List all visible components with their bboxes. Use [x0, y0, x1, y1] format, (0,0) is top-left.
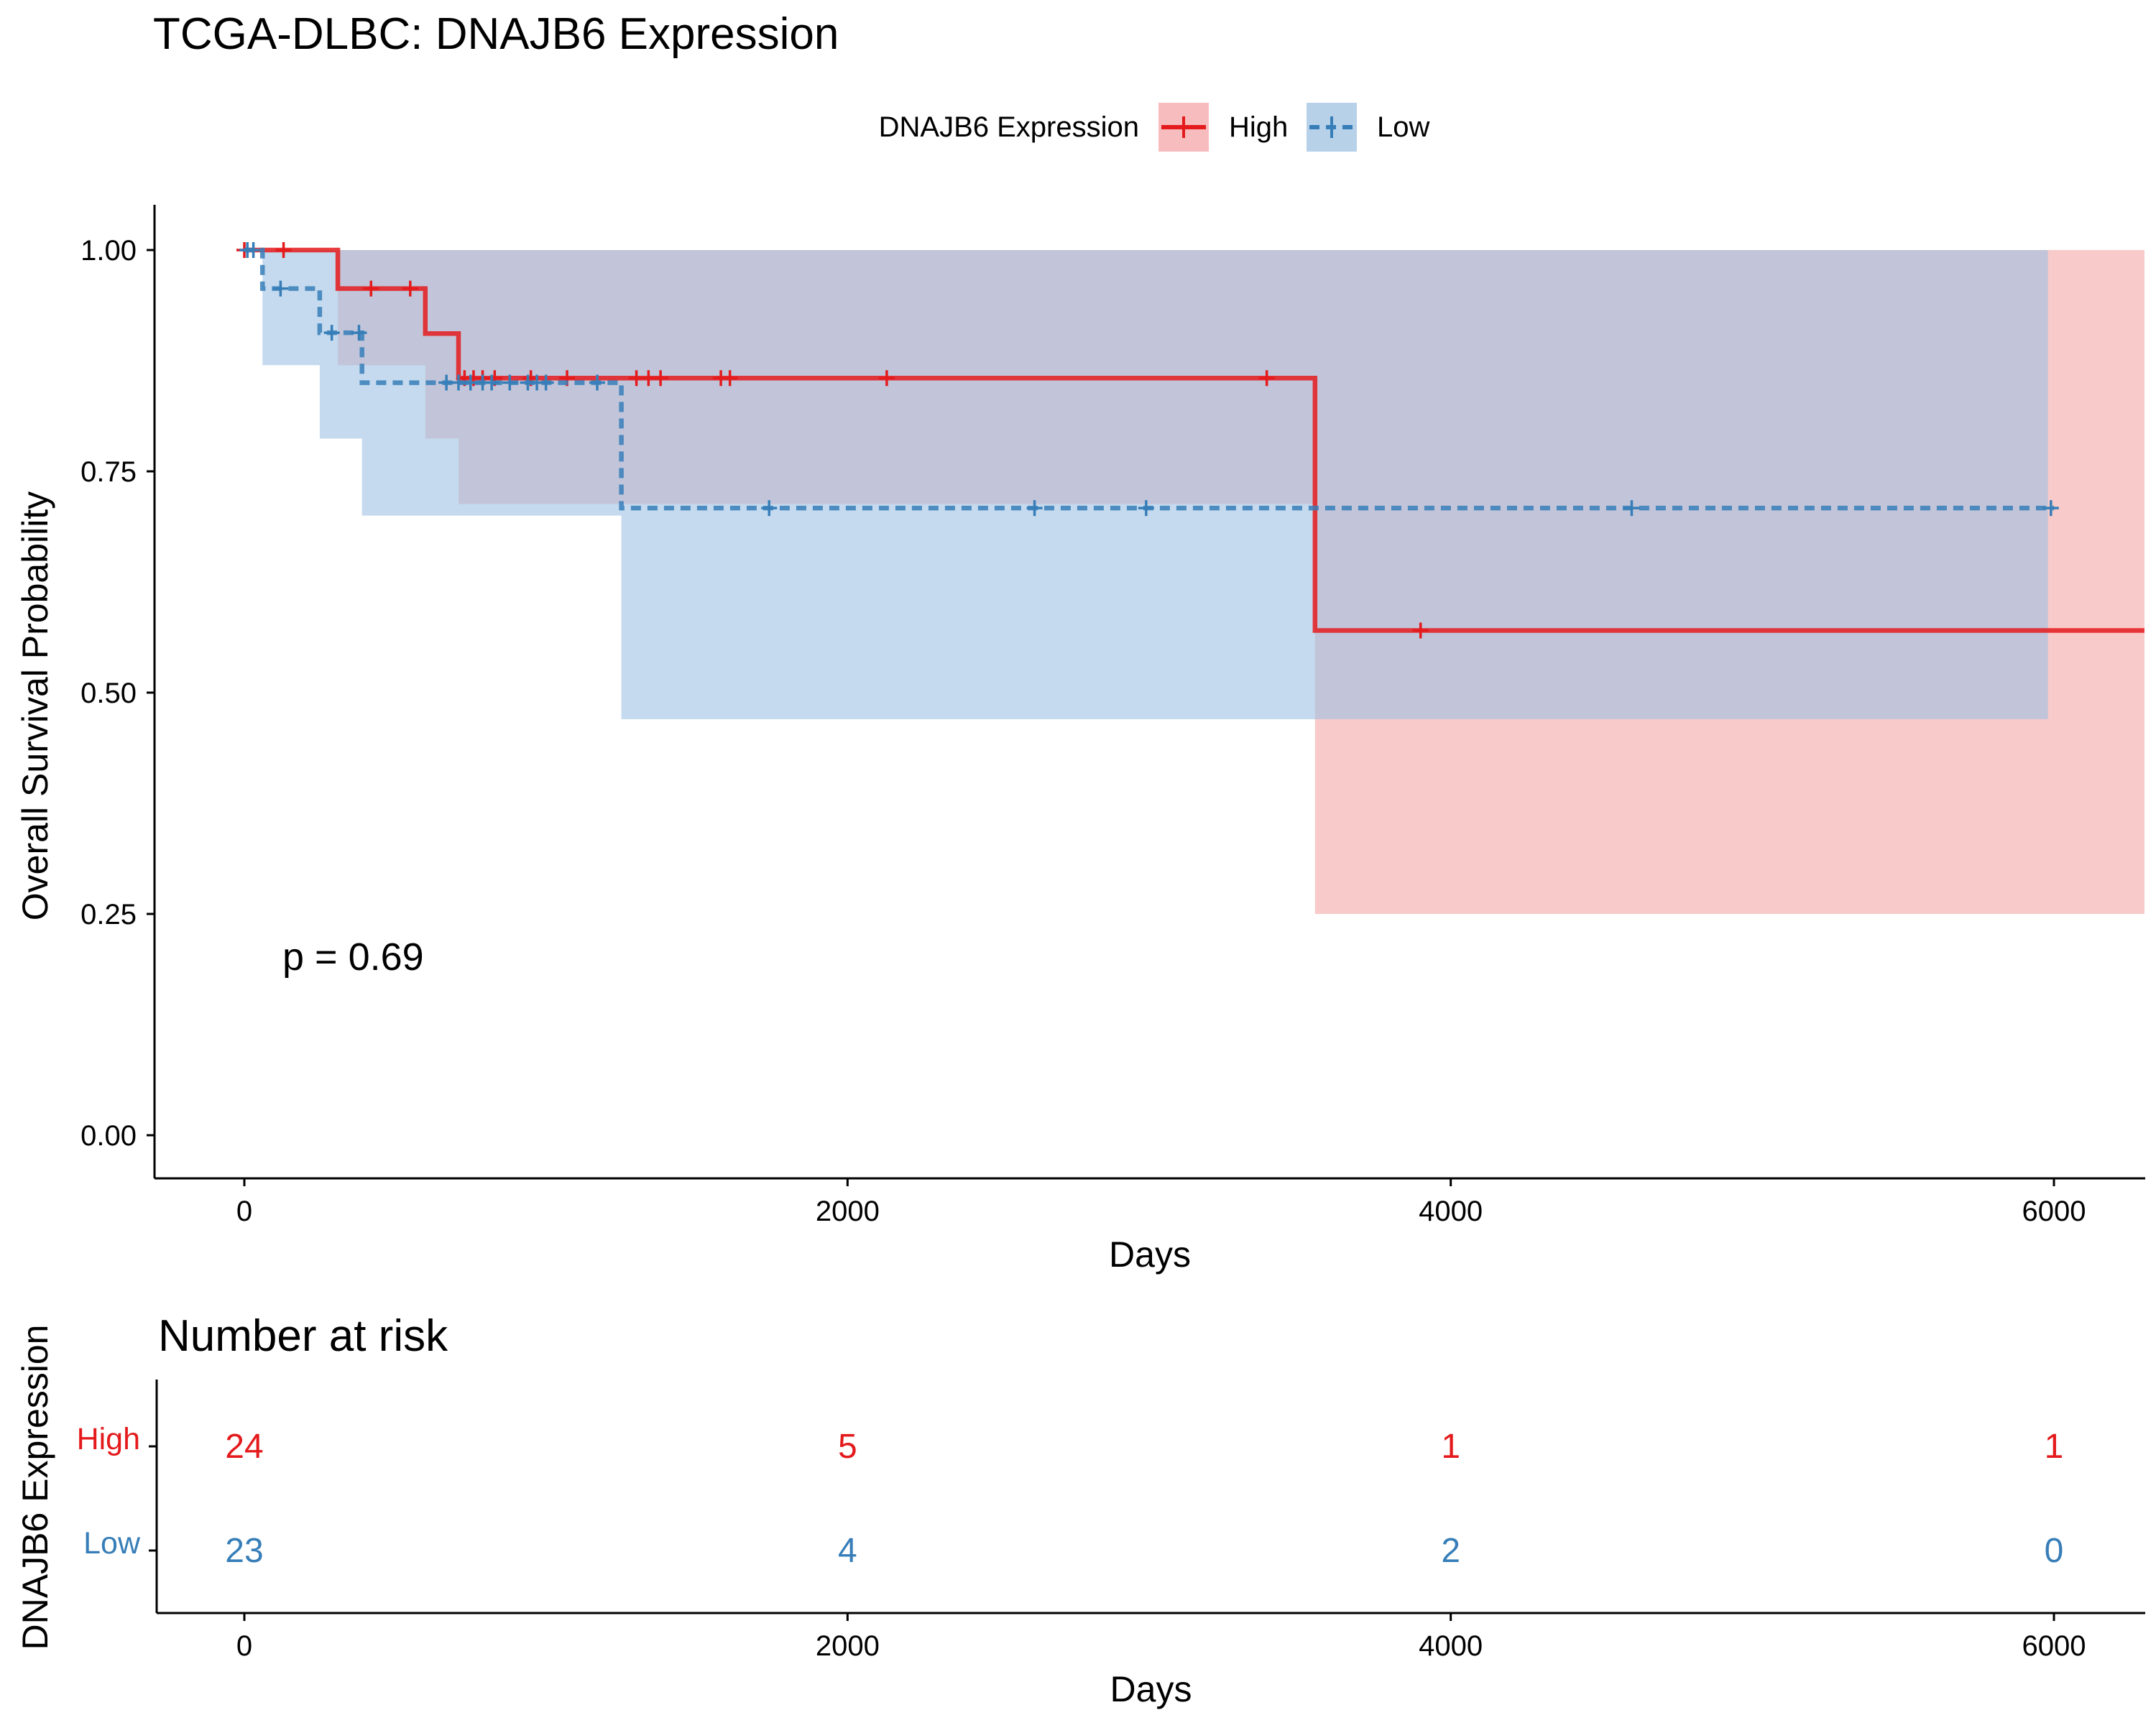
axes: 0.00 0.25 0.50 0.75 1.00 0 2000 4000 6000 Days Ove… — [15, 205, 2145, 1275]
x-axis-title: Days — [1109, 1234, 1191, 1275]
censor-mark-low — [538, 374, 554, 391]
censor-mark-high — [275, 242, 292, 258]
y-tick-label: 0.50 — [80, 678, 137, 709]
censor-mark-low — [589, 374, 606, 391]
risk-count-low: 4 — [838, 1532, 857, 1570]
legend-label-high: High — [1229, 111, 1288, 143]
risk-count-high: 1 — [2045, 1428, 2064, 1466]
x-tick-label: 0 — [236, 1196, 252, 1227]
survival-line-high — [244, 247, 2145, 633]
censor-mark-high — [722, 370, 738, 387]
risk-count-low: 0 — [2045, 1532, 2064, 1570]
censor-mark-low — [2042, 500, 2059, 517]
risk-x-tick-label: 2000 — [816, 1630, 880, 1662]
censor-mark-low — [272, 280, 289, 297]
censor-mark-high — [402, 280, 418, 297]
legend-item-low: Low — [1307, 103, 1429, 152]
censor-mark-high — [363, 280, 379, 297]
risk-y-axis-title: DNAJB6 Expression — [15, 1325, 55, 1650]
ci-band-low — [244, 250, 2048, 719]
legend-title: DNAJB6 Expression — [879, 111, 1139, 143]
p-value-annotation: p = 0.69 — [282, 935, 424, 979]
risk-table: Number at risk High 24 5 1 1 Low 23 4 2 0 0 2000 4000… — [15, 1311, 2145, 1709]
legend-item-high: High — [1158, 103, 1288, 152]
risk-count-high: 24 — [225, 1428, 263, 1466]
x-tick-label: 6000 — [2022, 1196, 2086, 1227]
survival-curves — [236, 242, 2145, 639]
risk-x-tick-label: 6000 — [2022, 1630, 2086, 1662]
risk-x-tick-label: 4000 — [1419, 1630, 1483, 1662]
y-tick-label: 0.75 — [80, 456, 137, 488]
censor-mark-low — [1138, 500, 1154, 517]
y-tick-label: 0.25 — [80, 899, 137, 930]
survival-line-low — [244, 247, 2054, 511]
censor-mark-low — [502, 374, 518, 391]
y-tick-label: 1.00 — [80, 235, 137, 267]
censor-mark-low — [245, 242, 262, 258]
risk-x-tick-label: 0 — [236, 1630, 252, 1662]
censor-mark-high — [1412, 622, 1429, 639]
x-tick-label: 4000 — [1419, 1196, 1483, 1227]
y-axis-title: Overall Survival Probability — [15, 491, 55, 920]
censor-mark-high — [1258, 370, 1275, 387]
confidence-bands — [244, 250, 2145, 914]
legend-label-low: Low — [1377, 111, 1429, 143]
risk-count-low: 23 — [225, 1532, 263, 1570]
y-tick-label: 0.00 — [80, 1120, 137, 1152]
censor-mark-high — [878, 370, 895, 387]
censor-marks-low — [239, 242, 2059, 517]
risk-count-high: 1 — [1441, 1428, 1460, 1466]
risk-row-label-high: High — [77, 1422, 140, 1456]
censor-mark-low — [351, 325, 367, 341]
censor-mark-low — [1026, 500, 1043, 517]
risk-table-title: Number at risk — [158, 1311, 448, 1361]
risk-count-low: 2 — [1441, 1532, 1460, 1570]
risk-x-axis-title: Days — [1110, 1669, 1192, 1709]
censor-mark-low — [761, 500, 778, 517]
censor-mark-low — [1623, 500, 1640, 517]
chart-title: TCGA-DLBC: DNAJB6 Expression — [153, 9, 839, 59]
risk-row-label-low: Low — [83, 1526, 141, 1561]
censor-mark-low — [484, 374, 500, 391]
x-tick-label: 2000 — [816, 1196, 880, 1227]
censor-mark-low — [323, 325, 340, 341]
legend: DNAJB6 Expression High Low — [879, 103, 1429, 152]
risk-count-high: 5 — [838, 1428, 857, 1466]
censor-mark-high — [653, 370, 669, 387]
